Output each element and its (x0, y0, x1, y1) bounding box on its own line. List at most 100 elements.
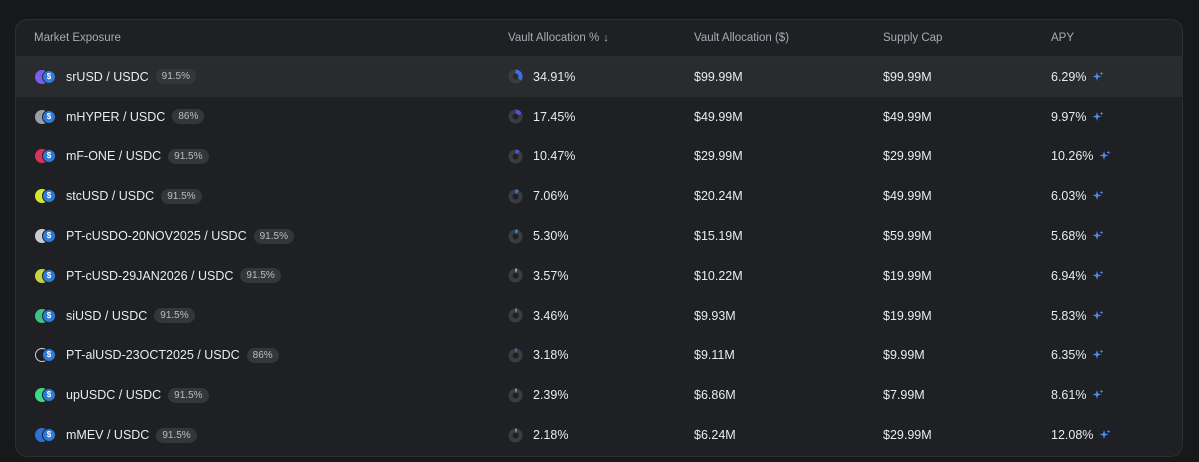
market-pair-icon: $ (35, 189, 57, 204)
allocation-pie-hole (512, 272, 519, 279)
column-header-market-exposure[interactable]: Market Exposure (34, 32, 121, 44)
allocation-pct-value: 2.18% (533, 428, 569, 443)
allocation-usd-value: $99.99M (694, 69, 743, 84)
allocation-pct-value: 3.57% (533, 268, 569, 283)
sparkle-small (1099, 230, 1104, 235)
apy-value: 6.03% (1051, 189, 1087, 204)
allocation-pct-cell: 34.91% (508, 57, 575, 97)
apy-cell: 8.61% (1051, 375, 1104, 415)
market-pair-icon: $ (35, 308, 57, 323)
sparkle-large (1092, 71, 1102, 81)
usdc-token-icon: $ (42, 388, 56, 403)
sparkle-small (1099, 190, 1104, 195)
apy-value: 5.68% (1051, 229, 1087, 244)
table-row[interactable]: $ PT-alUSD-23OCT2025 / USDC 86% 3.18% $9.11M… (16, 336, 1182, 376)
rewards-sparkle-icon[interactable] (1092, 389, 1104, 401)
allocation-pct-value: 10.47% (533, 149, 576, 164)
supply-cap-value: $59.99M (883, 229, 932, 244)
usdc-token-icon: $ (42, 189, 56, 204)
allocation-usd-value: $9.11M (694, 348, 735, 363)
sparkle-small (1099, 111, 1104, 116)
market-cell: $ mMEV / USDC 91.5% (35, 415, 197, 455)
sparkle-large (1092, 270, 1102, 280)
allocation-pct-value: 2.39% (533, 388, 569, 403)
allocation-pie-hole (512, 352, 519, 359)
table-row[interactable]: $ stcUSD / USDC 91.5% 7.06% $20.24M $49.99M 6.… (16, 176, 1182, 216)
market-pair-icon: $ (35, 229, 57, 244)
market-name: PT-cUSDO-20NOV2025 / USDC (66, 229, 247, 244)
allocation-pct-value: 3.18% (533, 348, 569, 363)
column-header-vault-allocation-usd[interactable]: Vault Allocation ($) (694, 32, 790, 44)
sparkle-small (1099, 310, 1104, 315)
rewards-sparkle-icon[interactable] (1092, 310, 1104, 322)
market-name: mF-ONE / USDC (66, 149, 162, 164)
table-row[interactable]: $ PT-cUSDO-20NOV2025 / USDC 91.5% 5.30% $15.… (16, 216, 1182, 256)
allocation-pct-cell: 3.18% (508, 336, 568, 376)
sparkle-large (1092, 231, 1102, 241)
allocation-pie-icon (508, 149, 523, 164)
allocation-usd-value: $49.99M (694, 109, 743, 124)
rewards-sparkle-icon[interactable] (1092, 230, 1104, 242)
allocation-pie-icon (508, 109, 523, 124)
usdc-token-icon: $ (42, 229, 56, 244)
allocation-pie-hole (512, 153, 519, 160)
table-row[interactable]: $ mMEV / USDC 91.5% 2.18% $6.24M $29.99M 12.08… (16, 415, 1182, 455)
rewards-sparkle-icon[interactable] (1099, 429, 1111, 441)
column-header-apy[interactable]: APY (1051, 32, 1075, 44)
column-header-vault-allocation-pct[interactable]: Vault Allocation % ↓ (508, 32, 609, 44)
rewards-sparkle-icon[interactable] (1092, 111, 1104, 123)
apy-cell: 6.35% (1051, 336, 1104, 376)
table-row[interactable]: $ srUSD / USDC 91.5% 34.91% $99.99M $99.99M 6.… (16, 57, 1182, 97)
allocation-pie-icon (508, 428, 523, 443)
table-row[interactable]: $ mF-ONE / USDC 91.5% 10.47% $29.99M $29.99M 1… (16, 137, 1182, 177)
apy-value: 6.94% (1051, 268, 1087, 283)
market-pair-icon: $ (35, 109, 57, 124)
allocation-pct-cell: 17.45% (508, 97, 575, 137)
lltv-badge: 91.5% (161, 188, 202, 204)
column-header-supply-cap[interactable]: Supply Cap (883, 32, 943, 44)
apy-cell: 10.26% (1051, 137, 1111, 177)
supply-cap-value: $9.99M (883, 348, 925, 363)
allocation-pct-value: 7.06% (533, 189, 569, 204)
allocation-pct-value: 17.45% (533, 109, 576, 124)
table-header: Market Exposure Vault Allocation % ↓ Vaul… (16, 20, 1182, 57)
allocation-pct-cell: 3.57% (508, 256, 568, 296)
lltv-badge: 91.5% (155, 69, 197, 85)
sparkle-large (1092, 390, 1102, 400)
rewards-sparkle-icon[interactable] (1092, 190, 1104, 202)
market-name: siUSD / USDC (66, 308, 148, 323)
apy-cell: 6.03% (1051, 176, 1104, 216)
apy-cell: 5.68% (1051, 216, 1104, 256)
market-cell: $ mF-ONE / USDC 91.5% (35, 137, 209, 177)
market-cell: $ srUSD / USDC 91.5% (35, 57, 197, 97)
rewards-sparkle-icon[interactable] (1092, 270, 1104, 282)
table-body: $ srUSD / USDC 91.5% 34.91% $99.99M $99.99M 6.… (16, 57, 1182, 455)
rewards-sparkle-icon[interactable] (1099, 150, 1111, 162)
lltv-badge: 91.5% (154, 308, 195, 324)
allocation-pct-cell: 3.46% (508, 296, 568, 336)
apy-value: 9.97% (1051, 109, 1087, 124)
market-name: srUSD / USDC (66, 69, 149, 84)
sparkle-small (1099, 349, 1104, 354)
rewards-sparkle-icon[interactable] (1092, 71, 1104, 83)
allocation-pct-value: 3.46% (533, 308, 569, 323)
allocation-pct-cell: 5.30% (508, 216, 568, 256)
apy-cell: 12.08% (1051, 415, 1111, 455)
column-header-label: Vault Allocation % (508, 32, 600, 44)
usdc-token-icon: $ (42, 268, 56, 283)
supply-cap-value: $19.99M (883, 268, 932, 283)
market-cell: $ upUSDC / USDC 91.5% (35, 375, 209, 415)
sparkle-large (1099, 430, 1109, 440)
table-row[interactable]: $ siUSD / USDC 91.5% 3.46% $9.93M $19.99M 5.83… (16, 296, 1182, 336)
allocation-pie-icon (508, 308, 523, 323)
rewards-sparkle-icon[interactable] (1092, 349, 1104, 361)
table-row[interactable]: $ PT-cUSD-29JAN2026 / USDC 91.5% 3.57% $10.2… (16, 256, 1182, 296)
market-name: PT-cUSD-29JAN2026 / USDC (66, 268, 234, 283)
supply-cap-value: $49.99M (883, 189, 932, 204)
table-row[interactable]: $ mHYPER / USDC 86% 17.45% $49.99M $49.99M 9.9… (16, 97, 1182, 137)
lltv-badge: 86% (172, 109, 205, 125)
sparkle-small (1106, 429, 1111, 434)
lltv-badge: 91.5% (156, 427, 197, 443)
table-row[interactable]: $ upUSDC / USDC 91.5% 2.39% $6.86M $7.99M 8.61… (16, 375, 1182, 415)
sparkle-large (1092, 111, 1102, 121)
